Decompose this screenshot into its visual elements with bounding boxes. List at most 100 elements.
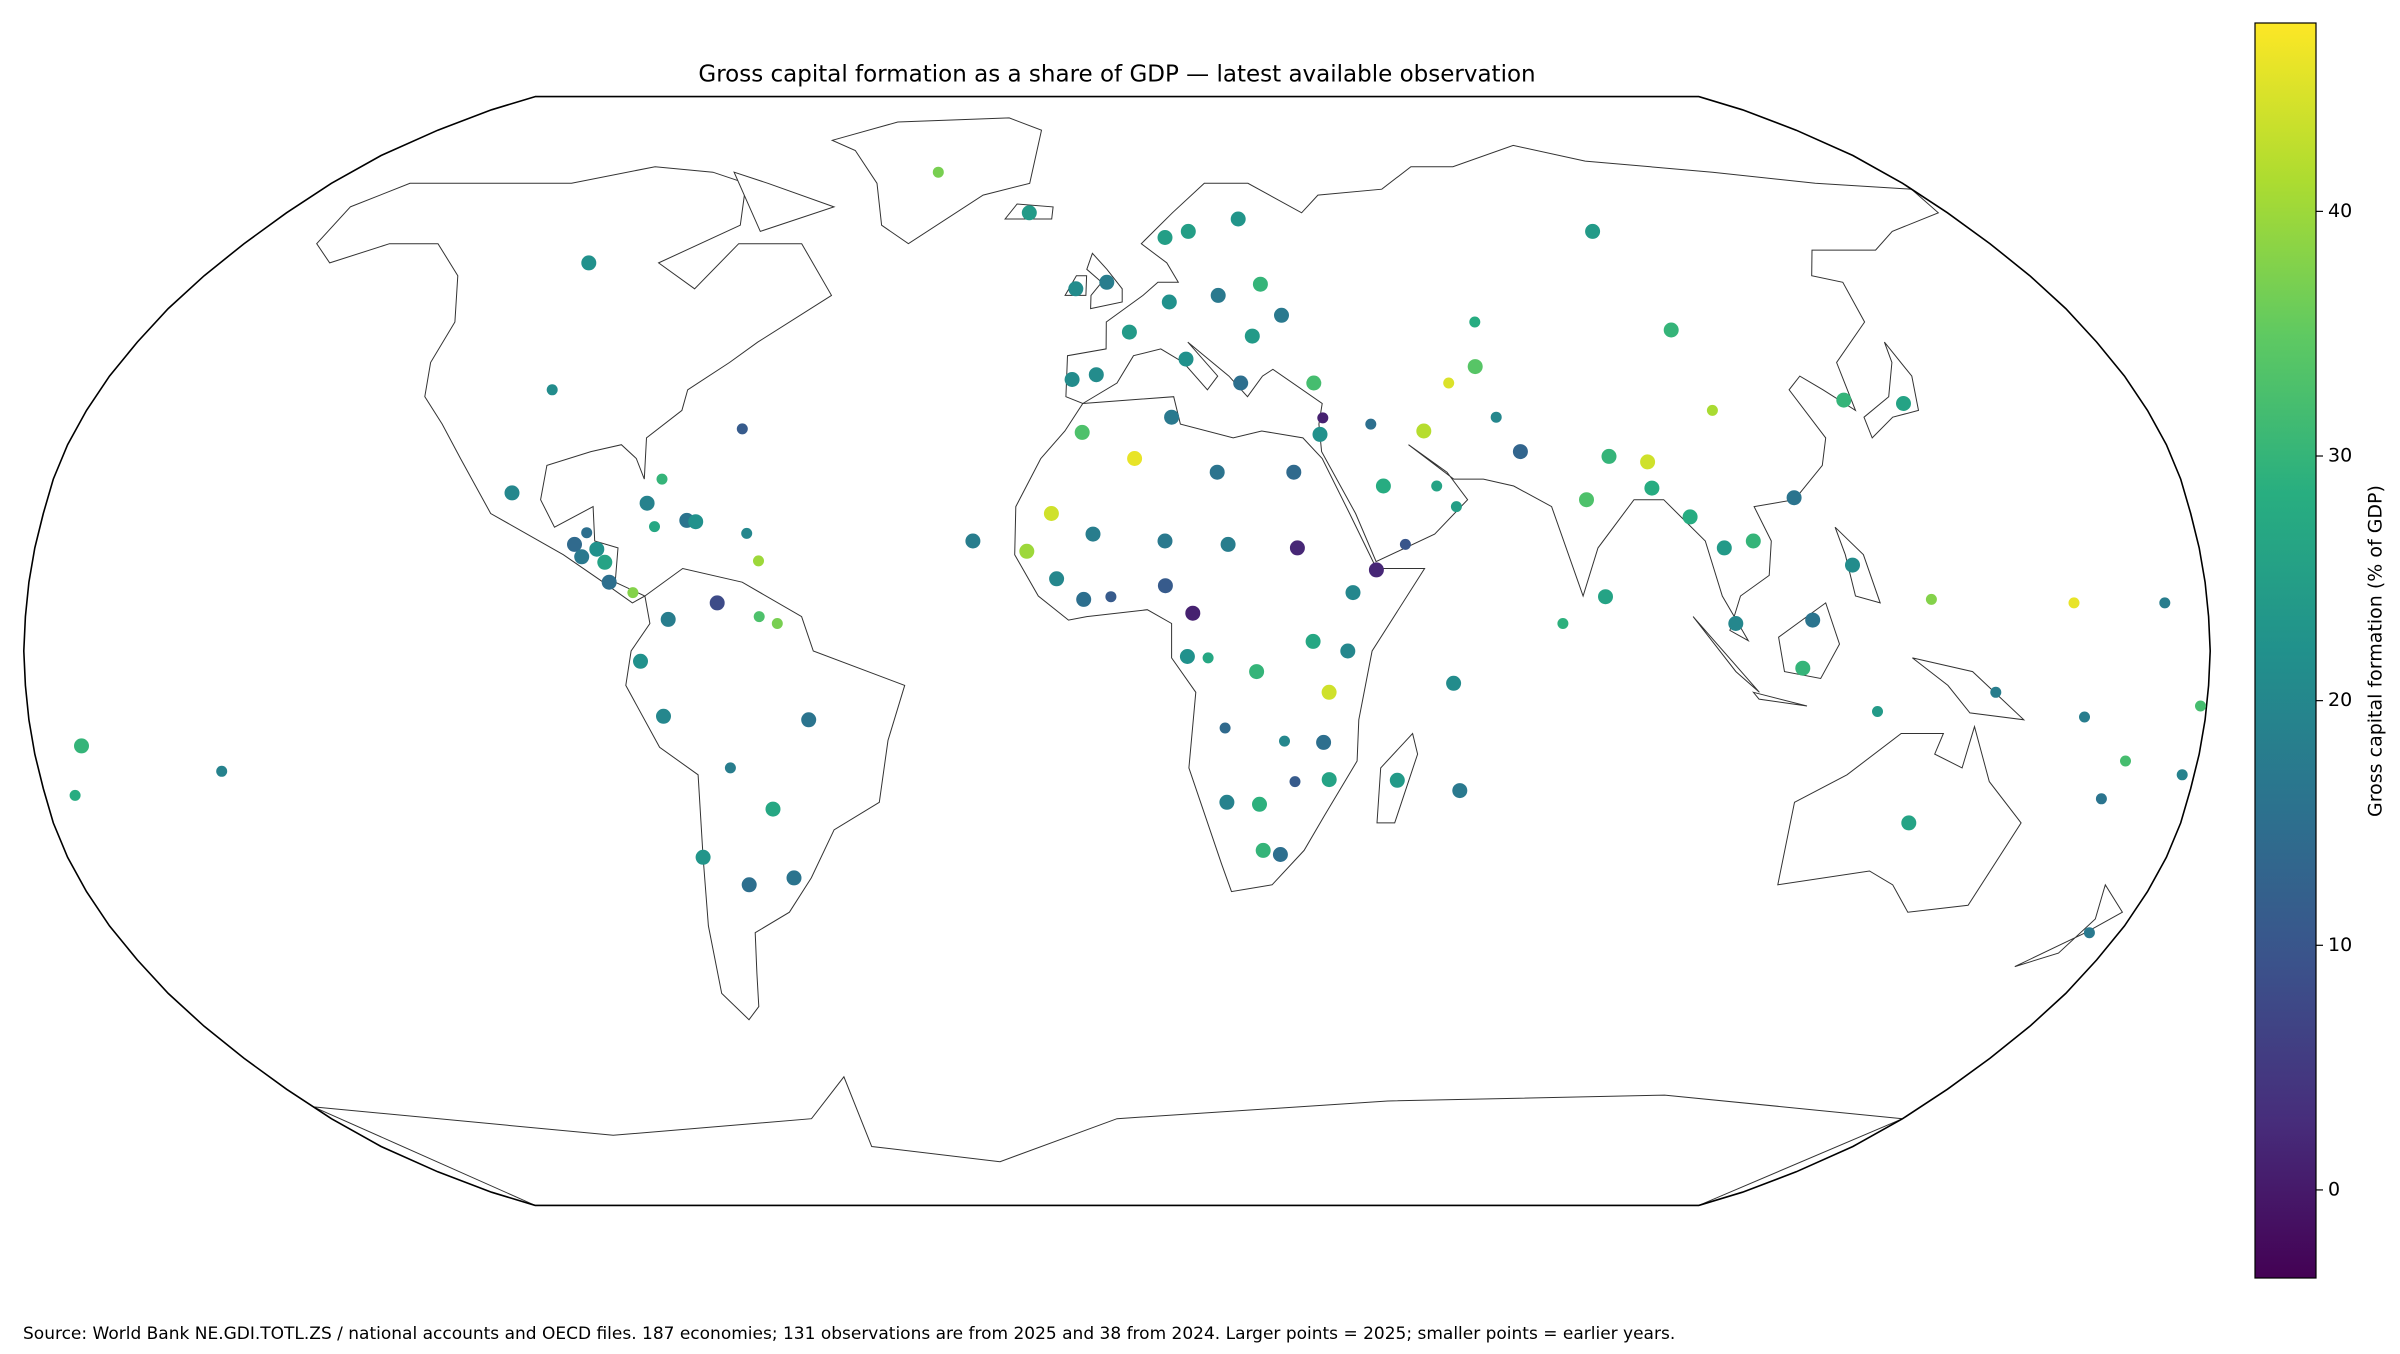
data-point	[709, 595, 725, 611]
data-point	[1399, 538, 1411, 550]
data-point	[2083, 927, 2095, 939]
data-point	[1431, 480, 1443, 492]
data-point	[753, 555, 764, 567]
data-point	[2068, 597, 2080, 609]
data-point	[741, 877, 757, 893]
data-point	[1557, 618, 1569, 629]
data-point	[1452, 783, 1468, 799]
data-point	[1728, 616, 1744, 631]
data-point	[1312, 426, 1328, 442]
data-point	[724, 762, 736, 774]
data-point	[1274, 307, 1289, 323]
data-point	[567, 536, 582, 552]
data-point	[546, 384, 558, 396]
data-point	[1085, 526, 1101, 542]
land-shape	[1752, 691, 1808, 707]
data-point	[1244, 328, 1260, 344]
data-point	[1706, 404, 1718, 416]
data-point	[2095, 793, 2107, 805]
data-point	[1289, 776, 1301, 788]
data-point	[1585, 223, 1601, 239]
data-point	[1375, 478, 1391, 494]
colorbar-ticks: 0 10 20 30 40	[2316, 200, 2352, 1200]
data-point	[1121, 324, 1137, 340]
data-point	[504, 485, 520, 501]
data-point	[2120, 755, 2131, 767]
data-point	[753, 611, 765, 623]
data-point	[695, 849, 711, 865]
data-point	[1512, 444, 1528, 460]
data-point	[1272, 847, 1288, 862]
colorbar-tick-label: 10	[2328, 934, 2352, 956]
data-point	[1164, 409, 1180, 425]
colorbar-tick-label: 0	[2328, 1178, 2340, 1200]
data-point	[1345, 585, 1361, 601]
data-point	[1896, 396, 1911, 411]
data-point	[1716, 540, 1732, 556]
data-point	[2159, 597, 2171, 609]
data-point	[1416, 423, 1432, 439]
data-point	[1340, 643, 1356, 659]
data-point	[1161, 294, 1177, 310]
chart-title: Gross capital formation as a share of GD…	[698, 62, 1535, 88]
data-point	[216, 765, 228, 777]
data-point	[649, 521, 660, 533]
data-point	[1230, 211, 1246, 227]
data-point	[1317, 412, 1329, 424]
data-point	[656, 473, 668, 485]
land-shape	[1778, 602, 1841, 680]
data-point	[1601, 448, 1617, 464]
data-point	[1745, 533, 1761, 549]
data-point	[771, 618, 783, 629]
data-point	[639, 495, 655, 511]
data-point	[1805, 612, 1821, 628]
data-point	[1049, 571, 1065, 587]
data-point	[1682, 509, 1698, 525]
data-point	[1368, 562, 1384, 578]
data-point	[786, 870, 802, 886]
data-point	[1249, 664, 1265, 680]
data-point	[1178, 351, 1194, 367]
land-shape	[1863, 341, 1920, 439]
land-shape	[313, 1075, 1903, 1206]
land-shape	[1777, 724, 2022, 913]
data-point	[932, 166, 944, 178]
data-point	[1446, 675, 1462, 691]
data-point	[1443, 377, 1455, 389]
data-point	[1469, 316, 1481, 328]
data-point	[656, 708, 671, 724]
land-shape	[1065, 144, 1940, 643]
data-point	[736, 423, 748, 435]
data-point	[1640, 454, 1656, 470]
data-point	[1180, 223, 1196, 239]
data-point	[1252, 276, 1268, 292]
land-shape	[733, 171, 836, 233]
data-point	[581, 527, 593, 539]
colorbar-tick-label: 30	[2328, 445, 2352, 467]
points	[69, 166, 2206, 939]
data-point	[1219, 794, 1235, 810]
data-point	[1219, 722, 1231, 734]
data-point	[601, 574, 617, 590]
data-point	[574, 549, 590, 565]
data-point	[1321, 772, 1337, 788]
data-point	[1157, 533, 1173, 549]
data-point	[1450, 501, 1462, 513]
data-point	[965, 533, 981, 549]
data-point	[1663, 322, 1679, 338]
land-shape	[1014, 396, 1426, 893]
data-point	[74, 738, 89, 754]
data-point	[1872, 706, 1883, 717]
data-point	[1179, 649, 1195, 664]
data-point	[688, 514, 704, 530]
data-point	[1043, 506, 1059, 521]
data-point	[1990, 686, 2002, 698]
data-point	[1076, 591, 1092, 607]
caption: Source: World Bank NE.GDI.TOTL.ZS / nati…	[23, 1324, 1675, 1344]
data-point	[1289, 540, 1305, 556]
data-point	[1490, 411, 1502, 423]
data-point	[1795, 660, 1811, 676]
data-point	[1074, 424, 1090, 440]
data-point	[597, 554, 613, 570]
